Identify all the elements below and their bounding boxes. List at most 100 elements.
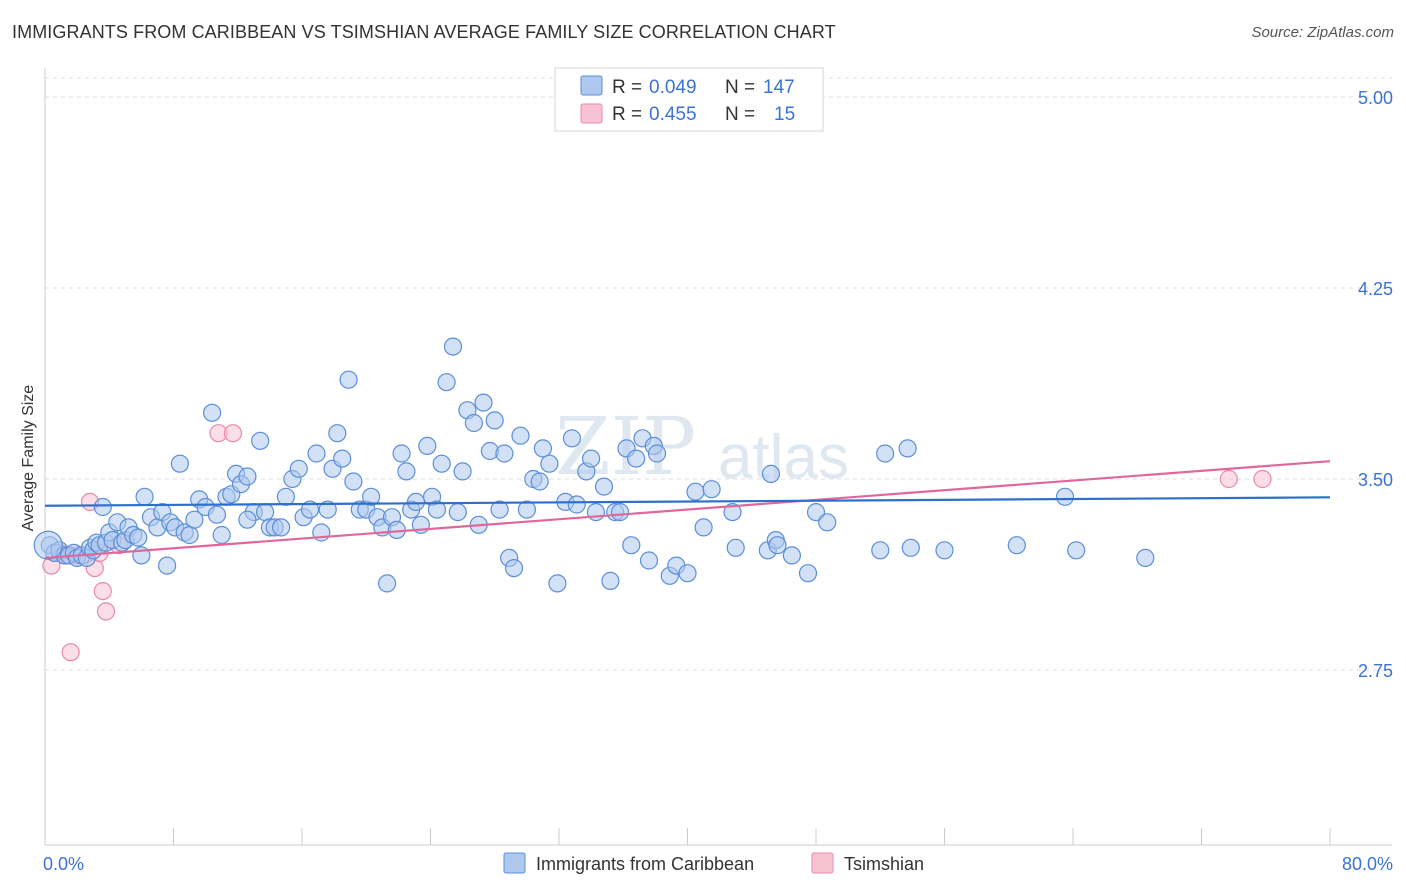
caribbean-point xyxy=(517,500,537,519)
caribbean-point xyxy=(581,449,601,468)
caribbean-point xyxy=(474,393,493,412)
caribbean-point xyxy=(448,502,467,522)
chart-title: IMMIGRANTS FROM CARIBBEAN VS TSIMSHIAN A… xyxy=(12,22,836,42)
legend-swatch-caribbean xyxy=(580,75,603,96)
caribbean-points xyxy=(33,337,1155,593)
caribbean-point xyxy=(453,462,472,481)
caribbean-point xyxy=(818,513,837,532)
bottom-legend: Immigrants from Caribbean Tsimshian xyxy=(503,852,924,874)
caribbean-point xyxy=(639,551,659,570)
caribbean-point xyxy=(276,487,295,506)
x-tick-label-max: 80.0% xyxy=(1342,854,1393,874)
tsimshian-point xyxy=(1253,469,1272,489)
tsimshian-point xyxy=(96,602,116,621)
legend-r-label-1: R = xyxy=(612,104,642,125)
y-tick-label: 4.25 xyxy=(1358,279,1393,299)
caribbean-point xyxy=(601,571,620,591)
caribbean-point xyxy=(289,459,308,478)
bottom-legend-swatch-tsimshian xyxy=(811,852,834,874)
caribbean-point xyxy=(626,449,646,468)
caribbean-point xyxy=(93,497,112,517)
caribbean-point xyxy=(694,518,713,537)
caribbean-point xyxy=(129,528,148,547)
tsimshian-point xyxy=(93,581,112,601)
y-axis-label: Average Family Size xyxy=(20,385,37,532)
caribbean-point xyxy=(594,477,614,496)
caribbean-point xyxy=(490,500,509,519)
caribbean-point xyxy=(418,436,437,455)
caribbean-point xyxy=(723,502,742,522)
caribbean-point xyxy=(935,541,954,560)
caribbean-point xyxy=(540,454,559,473)
caribbean-trend-line xyxy=(44,496,1331,507)
caribbean-point xyxy=(495,444,514,463)
caribbean-point xyxy=(464,413,483,433)
legend-n-label-0: N = xyxy=(725,77,755,98)
trend-lines xyxy=(44,460,1331,560)
axes xyxy=(44,68,1392,846)
caribbean-point xyxy=(406,492,426,511)
caribbean-point xyxy=(768,536,787,555)
legend-n-value-0: 147 xyxy=(763,77,795,98)
caribbean-point xyxy=(1136,548,1155,568)
caribbean-point xyxy=(875,444,895,463)
tsimshian-trend-line xyxy=(44,460,1331,560)
caribbean-point xyxy=(548,574,567,593)
caribbean-point xyxy=(238,467,257,486)
caribbean-point xyxy=(185,510,204,529)
y-tick-label: 2.75 xyxy=(1358,661,1393,681)
caribbean-point xyxy=(562,429,582,448)
caribbean-point xyxy=(256,502,275,522)
legend-r-value-1: 0.455 xyxy=(649,104,697,125)
caribbean-point-cluster xyxy=(33,530,63,560)
caribbean-point xyxy=(586,502,606,522)
caribbean-point xyxy=(726,538,745,557)
caribbean-point xyxy=(432,454,451,473)
caribbean-point xyxy=(533,439,553,458)
caribbean-point xyxy=(135,487,154,506)
y-tick-label: 5.00 xyxy=(1358,88,1393,108)
caribbean-point xyxy=(702,480,721,499)
caribbean-point xyxy=(307,444,326,463)
legend-r-label-0: R = xyxy=(612,77,642,98)
tsimshian-point xyxy=(1219,469,1238,489)
caribbean-point xyxy=(686,482,705,501)
tsimshian-point xyxy=(223,424,242,443)
gridlines xyxy=(45,77,1392,671)
caribbean-point xyxy=(567,495,586,514)
legend-r-value-0: 0.049 xyxy=(649,77,697,98)
caribbean-point xyxy=(387,520,406,540)
legend-swatch-tsimshian xyxy=(580,103,603,124)
tsimshian-point xyxy=(61,643,80,662)
caribbean-point xyxy=(761,464,781,483)
caribbean-point xyxy=(170,454,189,473)
caribbean-point xyxy=(378,574,397,593)
caribbean-point xyxy=(180,525,199,545)
caribbean-point xyxy=(1007,536,1026,555)
caribbean-point xyxy=(647,444,667,463)
caribbean-point xyxy=(530,472,549,491)
caribbean-point xyxy=(328,424,347,443)
caribbean-point xyxy=(806,502,826,522)
tick-labels: 5.00 4.25 3.50 2.75 0.0% 80.0% xyxy=(43,88,1393,874)
y-tick-label: 3.50 xyxy=(1358,470,1393,490)
caribbean-point xyxy=(898,439,917,458)
caribbean-point xyxy=(511,426,530,445)
caribbean-point xyxy=(238,510,257,529)
caribbean-point xyxy=(504,558,524,578)
x-tick-label-min: 0.0% xyxy=(43,854,84,874)
bottom-legend-label-caribbean: Immigrants from Caribbean xyxy=(536,854,754,874)
caribbean-point xyxy=(798,564,818,583)
caribbean-point xyxy=(1055,487,1075,506)
caribbean-point xyxy=(203,403,222,422)
legend-n-value-1: 15 xyxy=(774,104,795,125)
caribbean-point xyxy=(344,472,363,491)
caribbean-point xyxy=(437,373,456,392)
watermark-atlas: atlas xyxy=(718,423,849,492)
caribbean-point xyxy=(622,536,641,555)
bottom-legend-label-tsimshian: Tsimshian xyxy=(844,854,924,874)
caribbean-point xyxy=(251,431,270,450)
caribbean-point xyxy=(678,564,697,583)
caribbean-point xyxy=(392,444,411,463)
